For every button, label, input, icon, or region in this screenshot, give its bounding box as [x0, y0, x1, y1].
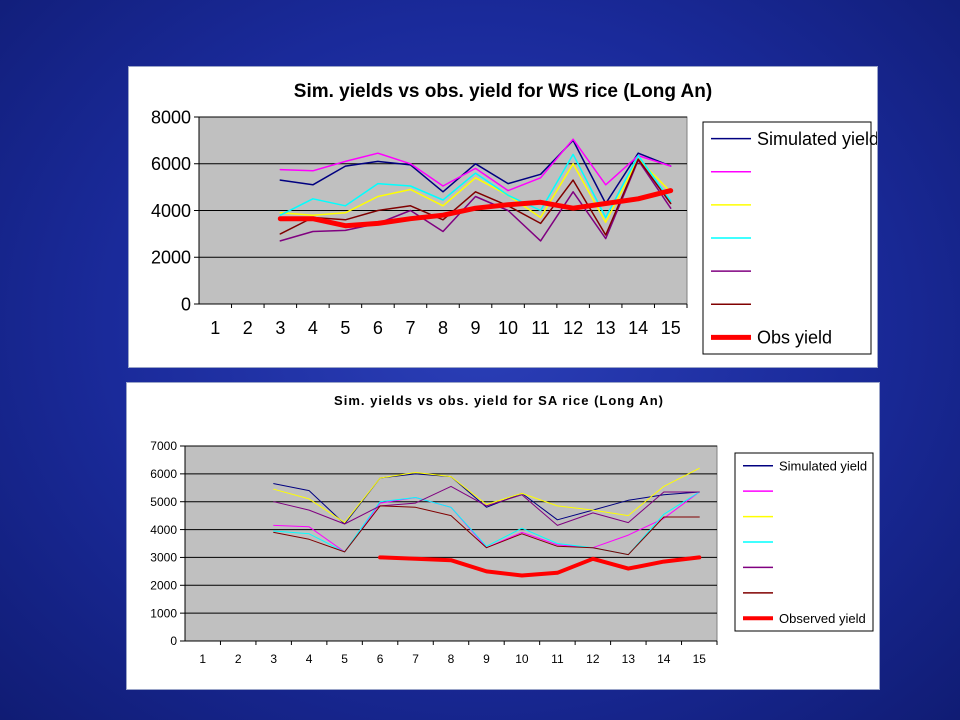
x-tick-label: 7 — [405, 318, 415, 338]
x-tick-label: 9 — [483, 652, 490, 666]
y-tick-label: 4000 — [150, 523, 177, 537]
chart-title: Sim. yields vs obs. yield for SA rice (L… — [334, 393, 664, 408]
x-tick-label: 3 — [275, 318, 285, 338]
series-line-2 — [279, 138, 672, 192]
x-tick-label: 7 — [412, 652, 419, 666]
y-tick-label: 8000 — [151, 107, 191, 127]
y-tick-label: 2000 — [150, 578, 177, 592]
ws-rice-chart-panel: Sim. yields vs obs. yield for WS rice (L… — [128, 66, 878, 368]
x-tick-label: 6 — [377, 652, 384, 666]
x-tick-label: 4 — [306, 652, 313, 666]
series-line-6 — [273, 505, 700, 556]
x-tick-label: 2 — [235, 652, 242, 666]
legend-label: Simulated yield — [779, 458, 867, 473]
x-tick-label: 8 — [448, 652, 455, 666]
x-tick-label: 13 — [622, 652, 636, 666]
y-tick-label: 1000 — [150, 606, 177, 620]
sa-rice-chart-panel: Sim. yields vs obs. yield for SA rice (L… — [126, 382, 880, 690]
ws-rice-chart: Sim. yields vs obs. yield for WS rice (L… — [151, 81, 877, 355]
x-tick-label: 8 — [438, 318, 448, 338]
x-tick-label: 10 — [515, 652, 529, 666]
series-line-5 — [273, 485, 700, 526]
x-tick-label: 12 — [563, 318, 583, 338]
legend-label: Simulated yield — [757, 129, 877, 149]
y-tick-label: 4000 — [151, 201, 191, 221]
y-tick-label: 7000 — [150, 439, 177, 453]
x-tick-label: 5 — [340, 318, 350, 338]
x-tick-label: 13 — [596, 318, 616, 338]
x-tick-label: 14 — [657, 652, 671, 666]
x-tick-label: 3 — [270, 652, 277, 666]
x-tick-label: 4 — [308, 318, 318, 338]
x-tick-label: 5 — [341, 652, 348, 666]
x-tick-label: 11 — [551, 652, 564, 666]
x-tick-label: 14 — [628, 318, 648, 338]
y-tick-label: 6000 — [150, 467, 177, 481]
y-tick-label: 3000 — [150, 551, 177, 565]
series-line-3 — [273, 467, 700, 524]
series-line-7 — [277, 188, 674, 229]
chart-title: Sim. yields vs obs. yield for WS rice (L… — [294, 81, 712, 102]
series-line-6 — [279, 158, 672, 236]
x-tick-label: 2 — [243, 318, 253, 338]
x-tick-label: 11 — [531, 318, 550, 338]
sa-rice-chart: Sim. yields vs obs. yield for SA rice (L… — [150, 393, 874, 666]
x-tick-label: 1 — [199, 652, 206, 666]
series-line-3 — [279, 158, 672, 223]
x-tick-label: 15 — [693, 652, 707, 666]
legend-label: Observed yield — [779, 611, 866, 626]
x-tick-label: 1 — [210, 318, 220, 338]
x-tick-label: 10 — [498, 318, 518, 338]
x-tick-label: 9 — [471, 318, 481, 338]
legend-label: Obs yield — [757, 328, 832, 348]
y-tick-label: 0 — [170, 634, 177, 648]
plot-area — [184, 445, 718, 642]
x-tick-label: 15 — [661, 318, 681, 338]
y-tick-label: 0 — [181, 294, 191, 314]
series-line-7 — [378, 555, 702, 578]
series-line-5 — [279, 159, 672, 242]
x-tick-label: 12 — [586, 652, 600, 666]
y-tick-label: 2000 — [151, 248, 191, 268]
y-tick-label: 5000 — [150, 495, 177, 509]
x-tick-label: 6 — [373, 318, 383, 338]
y-tick-label: 6000 — [151, 154, 191, 174]
series-line-4 — [279, 153, 672, 219]
